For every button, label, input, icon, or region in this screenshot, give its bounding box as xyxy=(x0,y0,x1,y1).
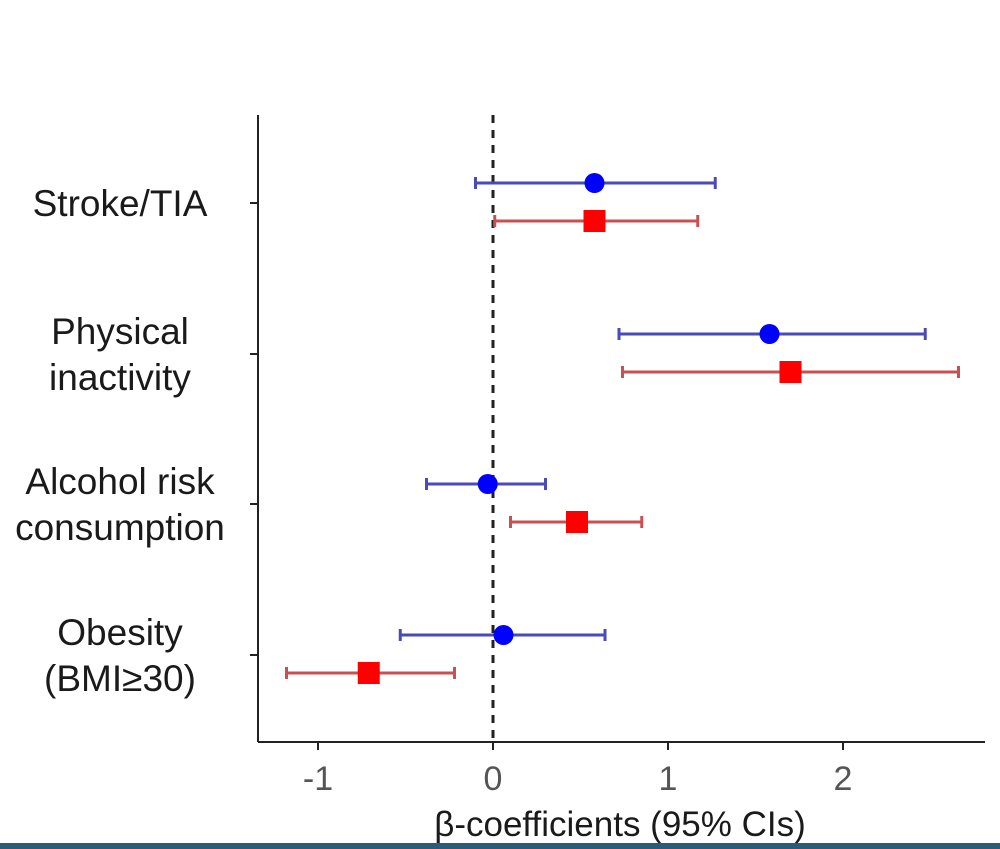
estimate-point-square xyxy=(566,511,588,533)
y-category-label: Obesity xyxy=(57,612,183,653)
bottom-border xyxy=(0,843,1000,849)
y-category-label: inactivity xyxy=(49,357,191,398)
x-tick-label: -1 xyxy=(303,760,333,798)
y-category-label: Stroke/TIA xyxy=(33,183,208,224)
x-tick-label: 0 xyxy=(484,760,503,798)
y-category-label: consumption xyxy=(15,507,225,548)
estimate-point-square xyxy=(357,662,380,684)
estimate-point-circle xyxy=(493,625,514,645)
y-category-label: (BMI≥30) xyxy=(44,658,196,699)
y-category-label: Physical xyxy=(51,311,189,352)
x-tick-label: 1 xyxy=(659,760,678,798)
x-tick-label: 2 xyxy=(834,760,853,798)
y-category-label: Alcohol risk xyxy=(25,461,215,502)
estimate-point-square xyxy=(583,210,606,232)
estimate-point-circle xyxy=(477,474,498,494)
estimate-point-square xyxy=(779,361,802,383)
estimate-point-circle xyxy=(759,324,780,344)
x-axis-title: β-coefficients (95% CIs) xyxy=(434,805,806,844)
estimate-point-circle xyxy=(584,173,605,193)
